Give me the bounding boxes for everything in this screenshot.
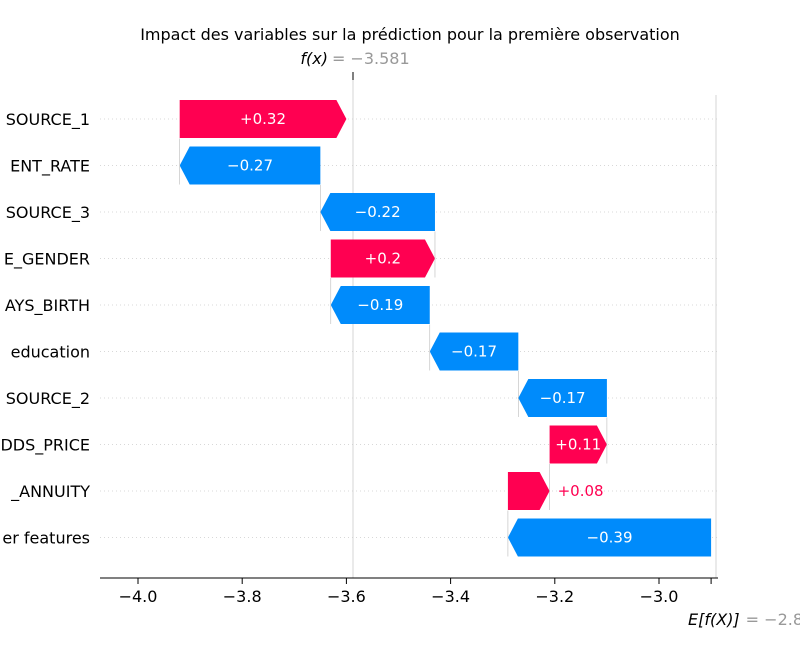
feature-label: SOURCE_2	[6, 389, 90, 409]
x-tick-label: −3.4	[431, 587, 470, 606]
feature-label: AYS_BIRTH	[5, 296, 90, 316]
negative-bar	[507, 518, 712, 557]
feature-label: E_GENDER	[4, 250, 90, 270]
feature-label: er features	[2, 529, 90, 548]
positive-bar	[330, 239, 435, 278]
bar-value-label: −0.22	[355, 203, 401, 221]
fx-annotation: f(x) = −3.581	[300, 49, 409, 68]
x-tick-label: −4.0	[119, 587, 158, 606]
bar-value-label: −0.27	[227, 157, 273, 175]
bar-value-label: −0.17	[451, 343, 497, 361]
bar-value-label: +0.2	[365, 250, 401, 268]
x-tick-label: −3.0	[640, 587, 679, 606]
x-tick-label: −3.2	[535, 587, 574, 606]
base-annotation: E[f(X)] = −2.8	[688, 610, 800, 629]
feature-label: DDS_PRICE	[0, 436, 90, 456]
fx-value: = −3.581	[332, 49, 410, 68]
positive-bar	[507, 472, 550, 510]
negative-bar	[330, 286, 430, 324]
bar-value-label: −0.19	[357, 296, 403, 314]
negative-bar	[320, 193, 435, 231]
positive-bar	[549, 425, 607, 464]
base-label: E[f(X)]	[688, 610, 740, 629]
x-tick-label: −3.6	[327, 587, 366, 606]
x-tick-label: −3.8	[223, 587, 262, 606]
feature-label: _ANNUITY	[10, 482, 90, 502]
feature-label: ENT_RATE	[10, 157, 90, 177]
feature-label: SOURCE_3	[6, 203, 90, 223]
bar-value-label: +0.11	[555, 436, 601, 454]
negative-bar	[429, 332, 519, 371]
positive-bar	[179, 100, 347, 138]
rows-group: SOURCE_1 +0.32 ENT_RATE −0.27 SOURCE_3 −0.22 E…	[0, 100, 718, 557]
chart-title: Impact des variables sur la prédiction p…	[140, 25, 680, 44]
negative-bar	[179, 146, 321, 185]
bar-value-label: +0.08	[558, 482, 604, 500]
base-value: = −2.8	[746, 610, 800, 629]
negative-bar	[518, 379, 607, 417]
bar-value-label: +0.32	[240, 110, 286, 128]
feature-label: education	[11, 343, 90, 362]
bar-value-label: −0.39	[587, 529, 633, 547]
feature-label: SOURCE_1	[6, 110, 90, 130]
bar-value-label: −0.17	[540, 389, 586, 407]
fx-label: f(x)	[300, 49, 328, 68]
x-ticks-group: −4.0 −3.8 −3.6 −3.4 −3.2 −3.0	[119, 578, 712, 606]
